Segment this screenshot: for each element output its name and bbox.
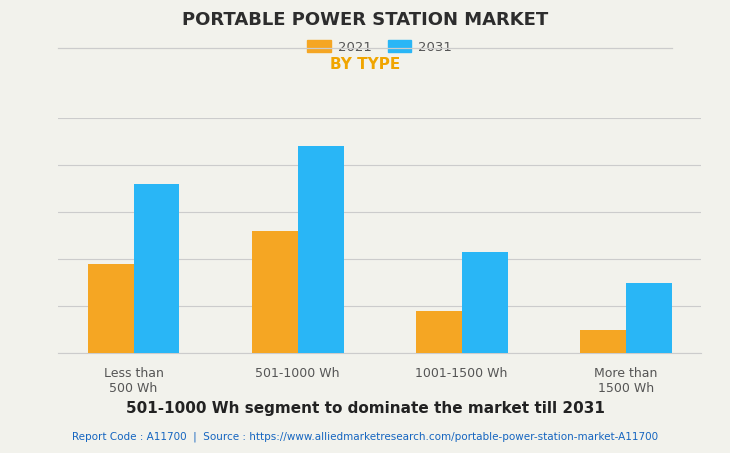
Text: Report Code : A11700  |  Source : https://www.alliedmarketresearch.com/portable-: Report Code : A11700 | Source : https://… (72, 431, 658, 442)
Bar (88, 264, 134, 353)
Bar (298, 146, 344, 353)
Text: BY TYPE: BY TYPE (330, 57, 400, 72)
Bar (134, 184, 180, 353)
Bar (415, 311, 461, 353)
Bar (461, 252, 507, 353)
Bar (626, 283, 672, 353)
Bar (580, 330, 626, 353)
Text: PORTABLE POWER STATION MARKET: PORTABLE POWER STATION MARKET (182, 11, 548, 29)
Legend: 2021, 2031: 2021, 2031 (302, 35, 457, 59)
Text: 501-1000 Wh segment to dominate the market till 2031: 501-1000 Wh segment to dominate the mark… (126, 401, 604, 416)
Bar (252, 231, 298, 353)
